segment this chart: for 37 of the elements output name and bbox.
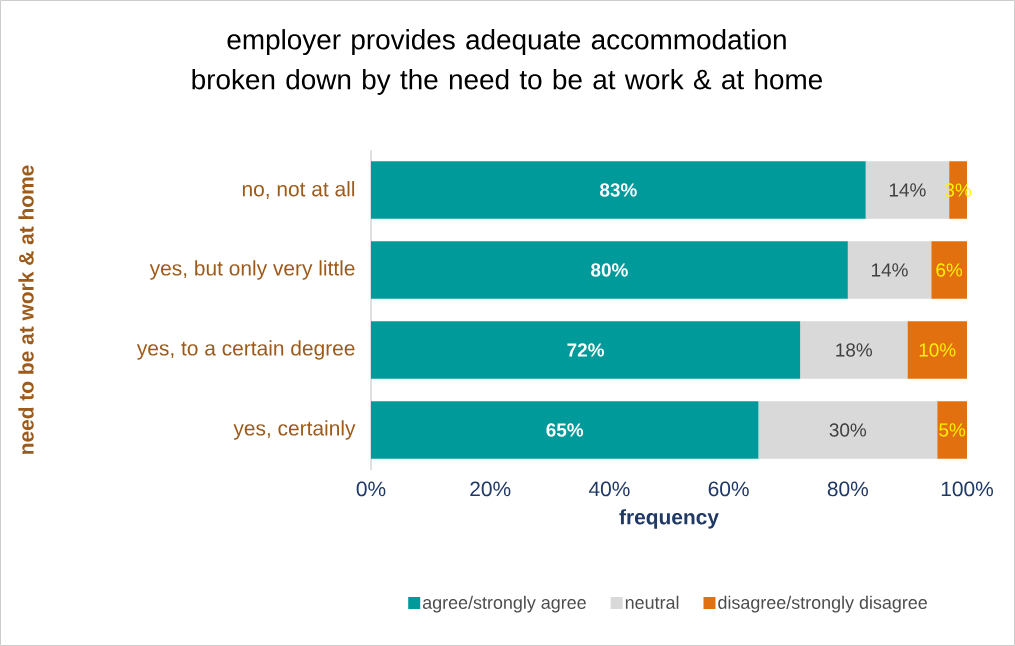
y-axis-title: need to be at work & at home — [18, 165, 34, 454]
bar — [371, 161, 866, 219]
x-tick-label: 20% — [470, 481, 511, 497]
data-label: 18% — [836, 343, 873, 357]
data-label: 72% — [567, 343, 605, 357]
bar — [907, 321, 968, 379]
data-label: 80% — [591, 263, 628, 277]
legend-label: agree/strongly agree — [422, 595, 586, 613]
data-label: 5% — [939, 423, 966, 437]
y-tick-label: no, not at all — [242, 181, 355, 199]
data-label: 14% — [889, 183, 926, 197]
bar — [800, 321, 908, 379]
x-tick-label: 80% — [827, 481, 868, 497]
y-tick-label: yes, to a certain degree — [136, 340, 355, 360]
legend-label: neutral — [625, 595, 679, 609]
data-label: 30% — [829, 423, 867, 437]
x-tick-label: 100% — [941, 481, 994, 497]
data-label: 65% — [546, 423, 584, 437]
bar — [937, 401, 968, 459]
bar — [371, 321, 801, 379]
data-label: 83% — [600, 183, 637, 197]
chart-title: employer provides adequate accommodation broken down by the need to be at work & at home — [192, 29, 822, 95]
x-axis-title: frequency — [619, 509, 719, 529]
x-tick-label: 40% — [588, 481, 630, 497]
x-tick-label: 0% — [356, 481, 386, 497]
bar — [371, 401, 759, 459]
y-tick-label: yes, but only very little — [149, 260, 355, 280]
legend-label: disagree/strongly disagree — [718, 595, 927, 613]
bar — [847, 241, 932, 299]
data-label: 14% — [872, 263, 908, 277]
y-tick-label: yes, certainly — [233, 420, 356, 440]
bar — [371, 241, 848, 299]
bar — [758, 401, 938, 459]
data-label: 10% — [919, 343, 956, 357]
x-tick-label: 60% — [708, 481, 749, 497]
data-label: 6% — [936, 263, 963, 277]
bar — [931, 241, 968, 299]
